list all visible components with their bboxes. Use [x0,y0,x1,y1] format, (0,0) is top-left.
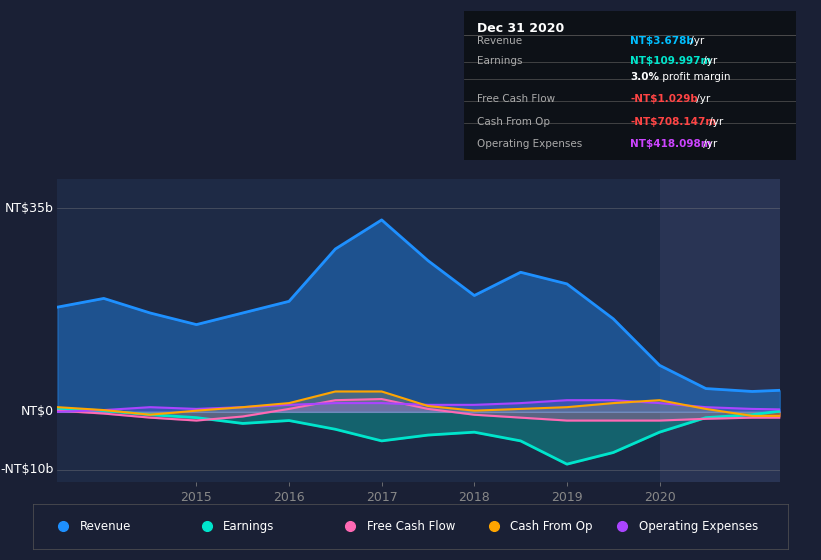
Text: -NT$708.147m: -NT$708.147m [631,116,717,127]
Text: Earnings: Earnings [223,520,274,533]
Text: Revenue: Revenue [80,520,131,533]
Text: -NT$1.029b: -NT$1.029b [631,94,698,104]
Bar [659,179,780,482]
Text: /yr: /yr [706,116,723,127]
Text: Earnings: Earnings [477,56,523,66]
Text: 3.0%: 3.0% [631,72,659,82]
Text: /yr: /yr [699,139,717,149]
Text: NT$418.098m: NT$418.098m [631,139,712,149]
Text: profit margin: profit margin [659,72,731,82]
Text: Operating Expenses: Operating Expenses [477,139,582,149]
Text: NT$35b: NT$35b [5,202,54,215]
Text: NT$3.678b: NT$3.678b [631,36,694,46]
Text: NT$109.997m: NT$109.997m [631,56,712,66]
Text: /yr: /yr [687,36,704,46]
Text: Revenue: Revenue [477,36,522,46]
Text: Cash From Op: Cash From Op [510,520,593,533]
Text: Dec 31 2020: Dec 31 2020 [477,22,564,35]
Text: Free Cash Flow: Free Cash Flow [367,520,455,533]
Text: /yr: /yr [699,56,717,66]
Text: Free Cash Flow: Free Cash Flow [477,94,555,104]
Text: Cash From Op: Cash From Op [477,116,550,127]
Text: NT$0: NT$0 [21,405,54,418]
Text: Operating Expenses: Operating Expenses [639,520,758,533]
Text: -NT$10b: -NT$10b [1,464,54,477]
Text: /yr: /yr [693,94,710,104]
